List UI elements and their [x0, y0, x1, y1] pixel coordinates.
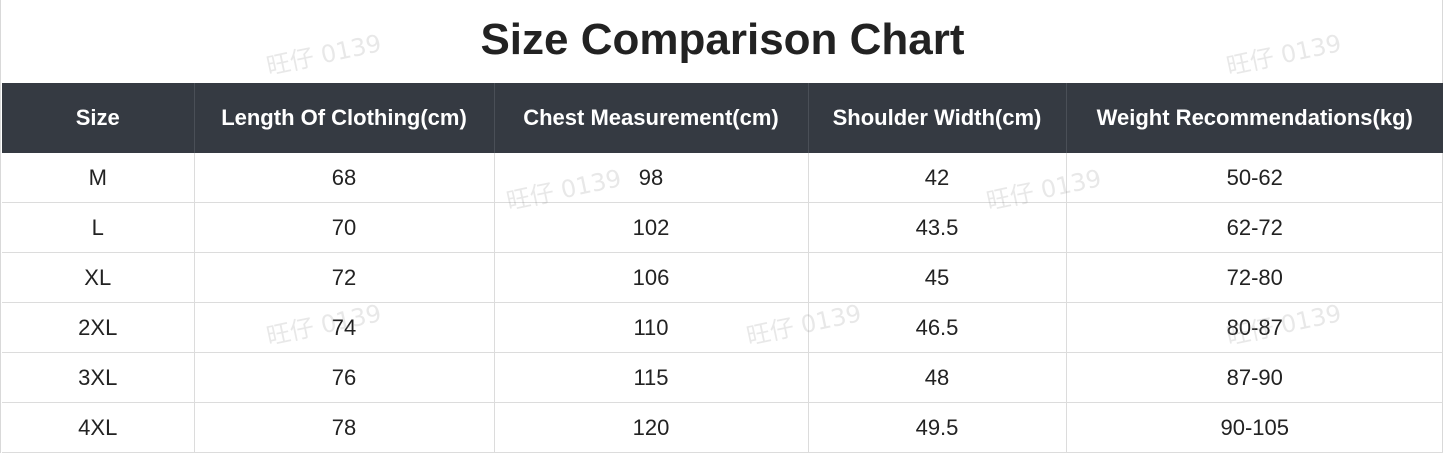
cell-size: 3XL: [2, 352, 195, 403]
cell-shoulder: 42: [808, 153, 1067, 203]
cell-chest: 115: [494, 352, 809, 403]
cell-chest: 98: [494, 153, 809, 203]
cell-shoulder: 45: [808, 252, 1067, 303]
cell-length: 70: [194, 202, 495, 253]
cell-size: 4XL: [2, 402, 195, 453]
cell-weight: 62-72: [1066, 202, 1443, 253]
cell-length: 74: [194, 302, 495, 353]
cell-weight: 50-62: [1066, 153, 1443, 203]
header-length: Length Of Clothing(cm): [194, 83, 495, 153]
cell-weight: 90-105: [1066, 402, 1443, 453]
table-row: 4XL 78 120 49.5 90-105: [2, 402, 1443, 453]
cell-length: 76: [194, 352, 495, 403]
table-row: XL 72 106 45 72-80: [2, 252, 1443, 303]
cell-chest: 106: [494, 252, 809, 303]
table-row: 2XL 74 110 46.5 80-87: [2, 302, 1443, 353]
size-comparison-table: Size Length Of Clothing(cm) Chest Measur…: [2, 83, 1443, 453]
cell-chest: 110: [494, 302, 809, 353]
table-row: 3XL 76 115 48 87-90: [2, 352, 1443, 403]
header-weight: Weight Recommendations(kg): [1066, 83, 1443, 153]
cell-size: XL: [2, 252, 195, 303]
header-size: Size: [2, 83, 195, 153]
cell-weight: 87-90: [1066, 352, 1443, 403]
cell-length: 78: [194, 402, 495, 453]
table-row: M 68 98 42 50-62: [2, 153, 1443, 203]
cell-chest: 102: [494, 202, 809, 253]
cell-shoulder: 48: [808, 352, 1067, 403]
page-title: Size Comparison Chart: [480, 15, 965, 64]
header-chest: Chest Measurement(cm): [494, 83, 809, 153]
cell-shoulder: 46.5: [808, 302, 1067, 353]
cell-length: 72: [194, 252, 495, 303]
cell-shoulder: 49.5: [808, 402, 1067, 453]
cell-weight: 80-87: [1066, 302, 1443, 353]
cell-shoulder: 43.5: [808, 202, 1067, 253]
cell-size: 2XL: [2, 302, 195, 353]
table-header-row: Size Length Of Clothing(cm) Chest Measur…: [2, 83, 1443, 153]
cell-weight: 72-80: [1066, 252, 1443, 303]
header-shoulder: Shoulder Width(cm): [808, 83, 1067, 153]
cell-size: L: [2, 202, 195, 253]
cell-length: 68: [194, 153, 495, 203]
cell-size: M: [2, 153, 195, 203]
table-row: L 70 102 43.5 62-72: [2, 202, 1443, 253]
cell-chest: 120: [494, 402, 809, 453]
